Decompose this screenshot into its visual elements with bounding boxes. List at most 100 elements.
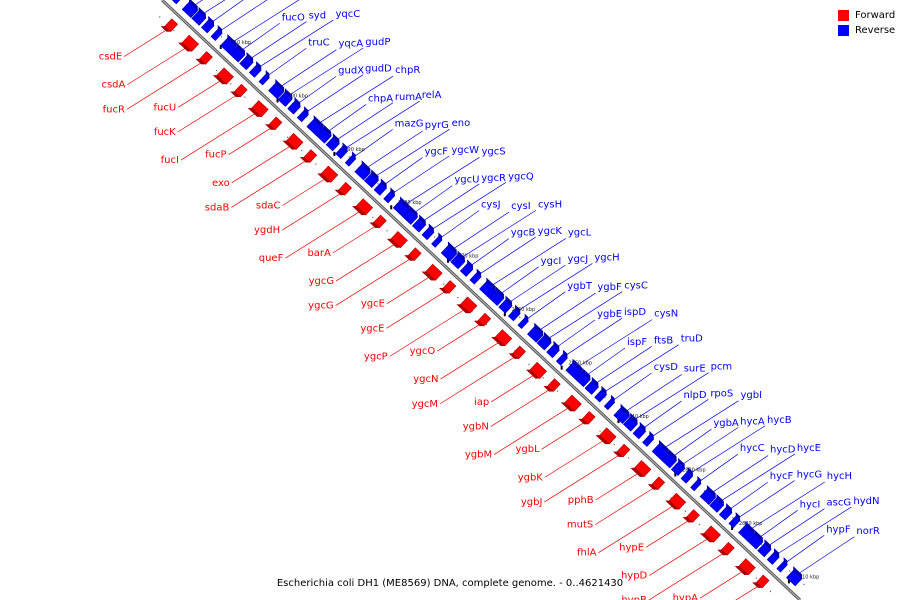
minor-tick xyxy=(377,183,379,185)
reverse-gene-connector xyxy=(336,102,394,141)
tick-mark xyxy=(560,365,563,370)
reverse-gene-block xyxy=(747,530,764,550)
gene-label-connectors xyxy=(123,0,855,600)
minor-tick xyxy=(760,543,762,545)
reverse-gene-block xyxy=(258,70,270,86)
reverse-gene-connector xyxy=(461,210,537,258)
reverse-gene-block xyxy=(613,403,630,424)
reverse-gene-label: hycC xyxy=(740,443,765,454)
reverse-gene-connector xyxy=(509,264,566,303)
reverse-gene-block xyxy=(172,0,181,5)
forward-gene-connector xyxy=(491,374,535,403)
forward-gene-connector xyxy=(493,407,570,455)
forward-gene-connector xyxy=(231,145,291,184)
reverse-gene-connector xyxy=(491,238,567,286)
forward-gene-label: exo xyxy=(212,178,230,189)
reverse-gene-label: hycI xyxy=(800,499,821,510)
forward-gene-connector xyxy=(386,276,431,304)
reverse-gene-label: chpR xyxy=(395,65,420,76)
reverse-gene-connector xyxy=(673,428,712,457)
reverse-gene-block xyxy=(335,142,349,159)
reverse-gene-label: pcm xyxy=(711,362,733,373)
forward-gene-block xyxy=(543,378,561,392)
reverse-gene-label: ygcK xyxy=(538,226,563,237)
forward-gene-block xyxy=(473,312,492,327)
minor-tick xyxy=(769,590,772,593)
reverse-gene-block xyxy=(316,124,332,144)
forward-gene-label: barA xyxy=(307,248,331,259)
reverse-gene-connector xyxy=(250,21,307,59)
minor-tick xyxy=(286,136,289,138)
forward-gene-block xyxy=(160,18,179,32)
reverse-gene-block xyxy=(757,539,772,558)
reverse-gene-block xyxy=(450,250,466,270)
forward-gene-label: ygcM xyxy=(412,399,438,410)
reverse-gene-block xyxy=(402,205,419,225)
reverse-gene-block xyxy=(364,169,380,189)
reverse-gene-label: ygcU xyxy=(454,175,479,186)
reverse-gene-block xyxy=(239,51,254,71)
forward-gene-connector xyxy=(437,323,481,352)
reverse-gene-label: truC xyxy=(308,37,329,48)
forward-gene-connector xyxy=(649,538,709,576)
forward-gene-connector xyxy=(544,439,605,478)
reverse-gene-block xyxy=(488,286,505,307)
forward-gene-connector xyxy=(126,61,203,110)
strand-legend: Forward Reverse xyxy=(838,8,895,38)
minor-tick xyxy=(599,430,601,432)
legend-reverse-label: Reverse xyxy=(855,25,896,36)
reverse-gene-block xyxy=(661,448,678,469)
tick-mark xyxy=(447,258,450,263)
reverse-gene-label: cysN xyxy=(654,309,678,320)
forward-gene-connector xyxy=(648,552,725,600)
reverse-gene-connector xyxy=(586,347,626,376)
tick-mark xyxy=(503,312,506,317)
forward-gene-block xyxy=(230,83,248,98)
forward-gene-block xyxy=(665,492,687,510)
forward-gene-label: csdE xyxy=(99,52,122,63)
forward-gene-block xyxy=(421,263,443,281)
tick-label: 2860 kbp xyxy=(512,307,536,313)
minor-tick xyxy=(519,316,521,318)
reverse-gene-block xyxy=(603,394,616,411)
reverse-gene-connector xyxy=(259,19,334,68)
reverse-gene-block xyxy=(584,376,599,395)
forward-gene-label: fhlA xyxy=(577,548,597,559)
forward-gene-connector xyxy=(332,225,377,254)
reverse-gene-block xyxy=(699,484,717,506)
reverse-gene-connector xyxy=(729,481,768,510)
tick-mark xyxy=(276,98,279,103)
reverse-gene-connector xyxy=(604,344,679,392)
reverse-gene-block xyxy=(354,160,371,181)
tick-label: 2900 kbp xyxy=(284,93,308,99)
tick-mark xyxy=(731,525,734,530)
forward-gene-label: sdaC xyxy=(256,201,281,212)
reverse-gene-connector xyxy=(699,453,739,482)
minor-tick xyxy=(306,116,308,118)
reverse-gene-label: ygbE xyxy=(597,309,622,320)
reverse-gene-connector xyxy=(345,100,420,149)
forward-gene-label: fucI xyxy=(161,155,179,166)
forward-gene-label: ygbK xyxy=(518,472,544,483)
reverse-gene-connector xyxy=(452,211,510,250)
reverse-gene-connector xyxy=(768,508,825,546)
reverse-gene-label: ispF xyxy=(627,337,647,348)
reverse-gene-connector xyxy=(738,480,795,518)
tick-mark xyxy=(390,205,393,210)
forward-gene-connector xyxy=(335,243,396,282)
forward-gene-label: ygcP xyxy=(364,351,388,362)
reverse-gene-connector xyxy=(786,535,825,563)
forward-gene-block xyxy=(734,558,756,576)
forward-gene-label: ygbL xyxy=(515,444,540,455)
forward-gene-label: fucR xyxy=(103,104,125,115)
reverse-gene-label: hycA xyxy=(740,416,765,427)
reverse-gene-block xyxy=(210,24,223,41)
reverse-gene-connector xyxy=(211,0,244,23)
reverse-gene-block xyxy=(498,295,513,314)
reverse-gene-connector xyxy=(306,74,364,112)
minor-tick xyxy=(386,230,388,232)
tick-mark xyxy=(219,45,222,50)
reverse-gene-connector xyxy=(431,181,507,230)
forward-gene-connector xyxy=(180,112,257,161)
minor-tick xyxy=(755,577,757,579)
